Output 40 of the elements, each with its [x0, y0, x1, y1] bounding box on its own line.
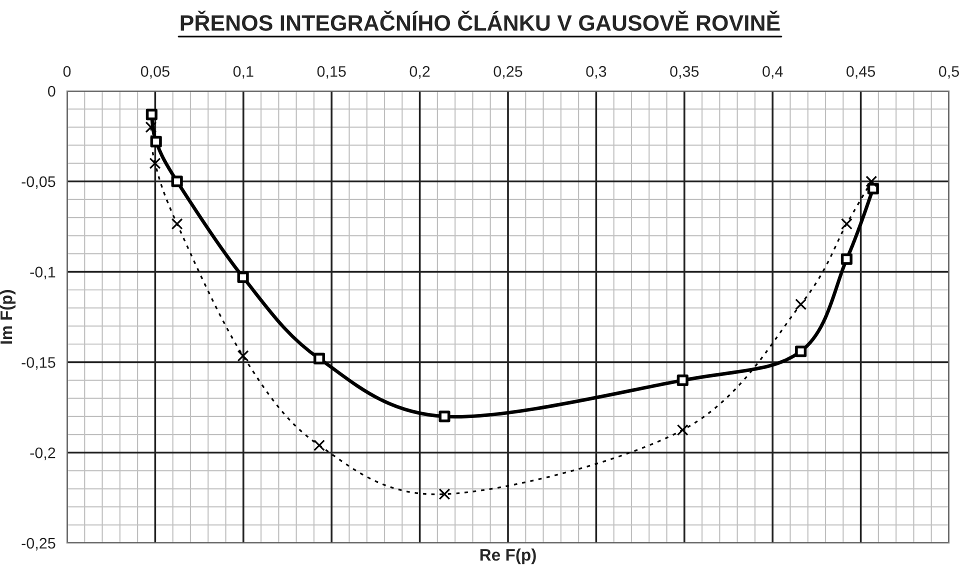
point — [145, 121, 157, 133]
x-tick-label: 0 — [63, 66, 71, 77]
point — [149, 158, 161, 170]
x-tick-label: 0,5 — [938, 66, 959, 79]
y-tick-label: -0,2 — [30, 447, 56, 460]
point — [237, 350, 249, 362]
point — [866, 176, 878, 188]
x-tick-label: 0,3 — [586, 66, 606, 79]
y-tick-label: -0,05 — [22, 176, 56, 189]
y-axis-title: Im F(p) — [0, 290, 16, 344]
point — [676, 374, 688, 386]
x-tick-label: 0,2 — [410, 66, 430, 79]
x-tick-label: 0,1 — [233, 66, 254, 79]
point — [237, 271, 249, 284]
point — [313, 352, 326, 364]
x-axis-title: Re F(p) — [480, 548, 536, 564]
point — [314, 440, 325, 452]
y-tick-label: -0,25 — [22, 538, 56, 550]
point — [146, 108, 158, 120]
y-tick-label: -0,15 — [22, 357, 56, 370]
point — [171, 218, 183, 230]
point — [840, 253, 852, 265]
x-tick-label: 0,25 — [494, 66, 522, 79]
point — [840, 218, 852, 230]
point — [150, 136, 162, 148]
point — [171, 176, 183, 188]
x-tick-label: 0,35 — [670, 66, 699, 79]
x-tick-label: 0,4 — [762, 66, 783, 79]
y-tick-label: 0 — [48, 86, 56, 97]
point — [438, 410, 450, 422]
y-tick-label: -0,1 — [30, 266, 56, 280]
point — [867, 182, 879, 194]
x-tick-label: 0,15 — [317, 66, 346, 79]
point — [795, 298, 807, 310]
point — [795, 346, 807, 358]
chart-title: PŘENOS INTEGRAČNÍHO ČLÁNKU V GAUSOVĚ ROVINĚ — [180, 10, 780, 31]
x-tick-label: 0,45 — [846, 66, 876, 79]
point — [438, 488, 450, 500]
point — [676, 424, 688, 436]
x-tick-label: 0,05 — [140, 66, 170, 79]
